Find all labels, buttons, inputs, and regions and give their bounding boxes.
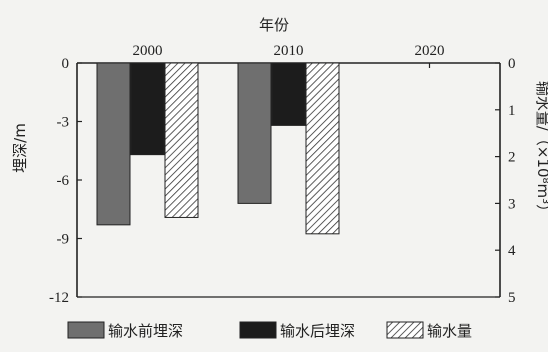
right-tick-label: 2 [508, 150, 516, 166]
bar-volume [305, 62, 340, 235]
x-category-label: 2010 [274, 43, 304, 59]
legend-label: 输水后埋深 [280, 322, 355, 340]
x-category-label: 2020 [415, 43, 445, 59]
bar-volume [164, 62, 199, 218]
right-tick-label: 3 [508, 196, 516, 212]
bar-before [96, 62, 131, 226]
left-tick-label: -6 [57, 173, 70, 189]
left-tick-label: 0 [62, 56, 70, 72]
right-axis-title: 输水量/（×10⁸m³） [534, 81, 548, 219]
legend-swatch [239, 321, 277, 339]
bar-after [130, 62, 165, 156]
x-category-label: 2000 [133, 43, 163, 59]
legend-swatch [386, 321, 424, 339]
left-tick-label: -9 [57, 232, 70, 248]
right-tick-label: 1 [508, 103, 516, 119]
left-axis-title: 埋深/m [11, 123, 29, 173]
left-tick-label: -12 [49, 290, 69, 306]
right-tick-label: 0 [508, 56, 516, 72]
bar-before [237, 62, 272, 204]
right-tick-label: 4 [508, 243, 516, 259]
legend: 输水前埋深 输水后埋深 输水量 [67, 321, 472, 340]
plot-area: 0 -3 -6 -9 -12 0 1 2 3 4 5 2000 2010 2020 [49, 43, 516, 306]
legend-swatch [67, 321, 105, 339]
right-tick-label: 5 [508, 290, 516, 306]
x-axis-title: 年份 [259, 16, 289, 34]
legend-label: 输水前埋深 [108, 322, 183, 340]
left-tick-label: -3 [57, 115, 70, 131]
legend-label: 输水量 [427, 322, 472, 340]
bar-after [271, 62, 306, 126]
